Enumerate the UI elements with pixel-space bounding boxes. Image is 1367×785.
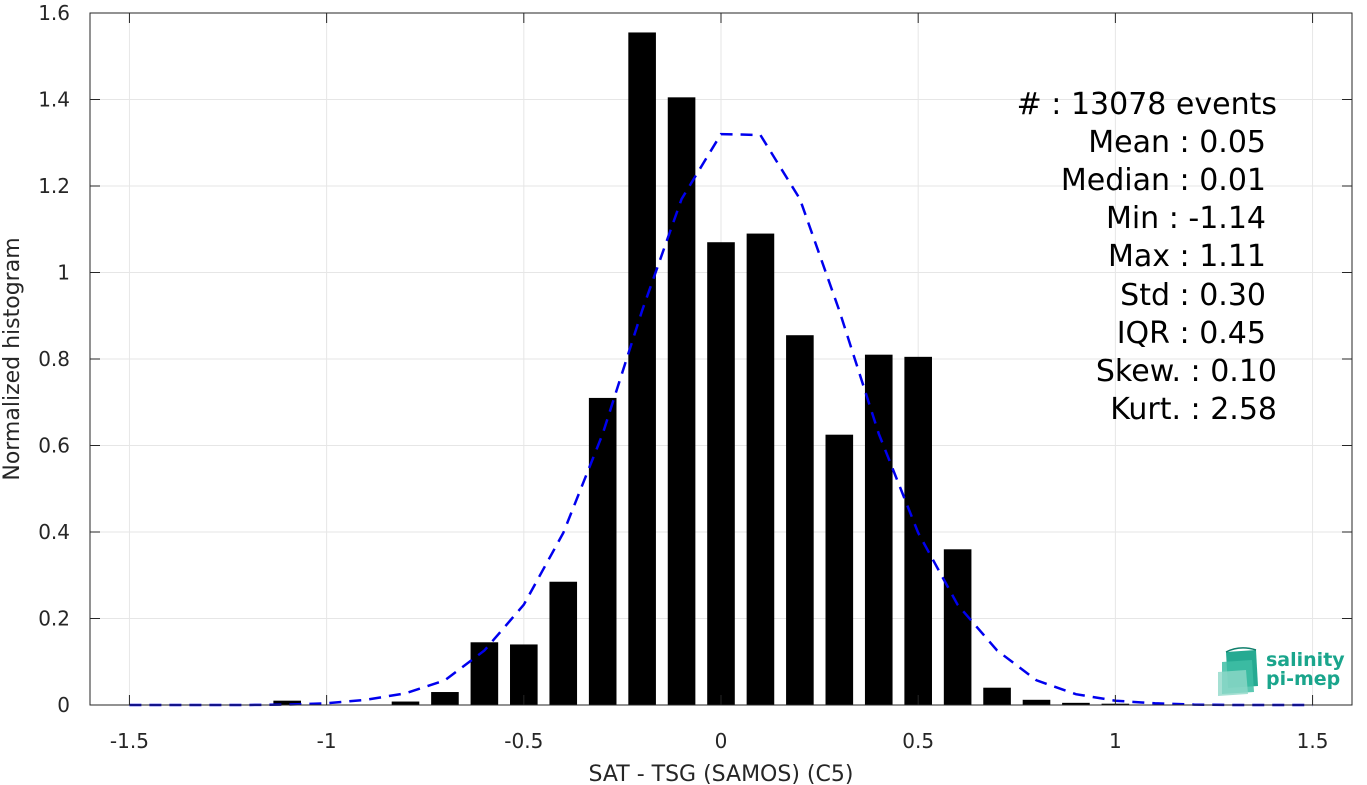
histogram-bars bbox=[273, 32, 1130, 705]
x-tick-label: -0.5 bbox=[504, 729, 543, 753]
histogram-bar bbox=[707, 242, 735, 705]
histogram-bar bbox=[983, 687, 1011, 705]
y-tick-label: 0.2 bbox=[38, 607, 70, 631]
y-tick-label: 1.4 bbox=[38, 88, 70, 112]
histogram-bar bbox=[667, 97, 696, 705]
stat-std: Std : 0.30 bbox=[1120, 278, 1266, 313]
x-tick-label: 1 bbox=[1109, 729, 1122, 753]
y-tick-label: 0 bbox=[57, 693, 70, 717]
stat-kurt: Kurt. : 2.58 bbox=[1110, 392, 1277, 427]
histogram-bar bbox=[746, 233, 775, 705]
axis-ticks bbox=[90, 12, 1352, 706]
y-tick-labels: 0 0.2 0.4 0.6 0.8 1 1.2 1.4 1.6 bbox=[38, 1, 70, 717]
y-tick-label: 1.6 bbox=[38, 1, 70, 25]
histogram-bar bbox=[510, 644, 538, 705]
stat-count: # : 13078 events bbox=[1017, 87, 1277, 122]
histogram-bar bbox=[864, 354, 893, 705]
x-tick-labels: -1.5 -1 -0.5 0 0.5 1 1.5 bbox=[110, 729, 1329, 753]
x-tick-label: 0.5 bbox=[902, 729, 934, 753]
salinity-pi-mep-logo: salinity pi-mep bbox=[1218, 647, 1345, 696]
stats-box: # : 13078 events Mean : 0.05 Median : 0.… bbox=[1017, 87, 1277, 427]
stat-iqr: IQR : 0.45 bbox=[1117, 316, 1266, 351]
histogram-bar bbox=[549, 581, 578, 705]
histogram-bar bbox=[1022, 699, 1051, 705]
x-tick-label: 0 bbox=[715, 729, 728, 753]
histogram-bar bbox=[431, 692, 459, 705]
histogram-bar bbox=[391, 701, 420, 705]
histogram-bar bbox=[470, 642, 499, 705]
stat-min: Min : -1.14 bbox=[1106, 201, 1266, 236]
stat-median: Median : 0.01 bbox=[1061, 163, 1266, 198]
stat-skew: Skew. : 0.10 bbox=[1096, 354, 1277, 389]
histogram-bar bbox=[943, 549, 972, 705]
x-tick-label: -1 bbox=[317, 729, 337, 753]
histogram-bar bbox=[628, 32, 656, 705]
y-tick-label: 0.6 bbox=[38, 434, 70, 458]
y-tick-label: 0.4 bbox=[38, 520, 70, 544]
y-tick-label: 1 bbox=[57, 261, 70, 285]
histogram-bar bbox=[825, 434, 854, 705]
histogram-bar bbox=[588, 397, 617, 705]
stat-max: Max : 1.11 bbox=[1108, 239, 1266, 274]
histogram-bar bbox=[273, 700, 301, 705]
y-tick-label: 0.8 bbox=[38, 347, 70, 371]
logo-text-line2: pi-mep bbox=[1266, 668, 1340, 690]
wave-logo-icon bbox=[1218, 647, 1258, 696]
x-tick-label: 1.5 bbox=[1297, 729, 1329, 753]
x-tick-label: -1.5 bbox=[110, 729, 149, 753]
logo-text-line1: salinity bbox=[1266, 649, 1345, 671]
y-axis-label: Normalized histogram bbox=[0, 237, 25, 480]
stat-mean: Mean : 0.05 bbox=[1088, 125, 1266, 160]
histogram-bar bbox=[1062, 702, 1090, 705]
y-tick-label: 1.2 bbox=[38, 174, 70, 198]
x-axis-label: SAT - TSG (SAMOS) (C5) bbox=[589, 762, 854, 785]
histogram-bar bbox=[786, 335, 814, 705]
